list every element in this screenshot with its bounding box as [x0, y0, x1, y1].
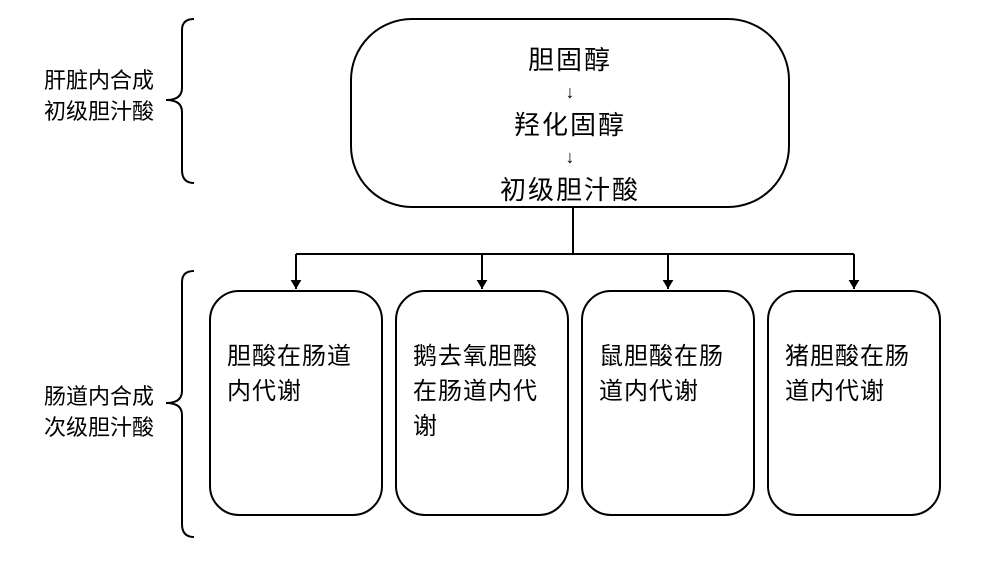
connector-branches [285, 208, 865, 300]
node-cholic-acid-text: 胆酸在肠道内代谢 [227, 343, 352, 405]
brace-bottom [165, 270, 197, 540]
node-chenodeoxycholic-acid-metabolism: 鹅去氧胆酸在肠道内代谢 [395, 290, 569, 516]
node-muricholic-acid-text: 鼠胆酸在肠道内代谢 [599, 343, 724, 405]
arrow-down-1-icon: ↓ [566, 83, 575, 101]
arrow-down-2-icon: ↓ [566, 148, 575, 166]
node-muricholic-acid-metabolism: 鼠胆酸在肠道内代谢 [581, 290, 755, 516]
label-intestine-synthesis-line1: 肠道内合成 [44, 382, 154, 413]
node-primary-bile-acid-synthesis: 胆固醇 ↓ 羟化固醇 ↓ 初级胆汁酸 [350, 18, 790, 208]
node-cholic-acid-metabolism: 胆酸在肠道内代谢 [209, 290, 383, 516]
brace-top [165, 18, 197, 186]
seq-primary-bile-acid: 初级胆汁酸 [500, 170, 640, 207]
label-liver-synthesis-line2: 初级胆汁酸 [44, 97, 154, 128]
label-liver-synthesis: 肝脏内合成 初级胆汁酸 [44, 66, 154, 128]
node-hyocholic-acid-metabolism: 猪胆酸在肠道内代谢 [767, 290, 941, 516]
label-intestine-synthesis-line2: 次级胆汁酸 [44, 413, 154, 444]
node-hyocholic-acid-text: 猪胆酸在肠道内代谢 [785, 343, 910, 405]
label-liver-synthesis-line1: 肝脏内合成 [44, 66, 154, 97]
label-intestine-synthesis: 肠道内合成 次级胆汁酸 [44, 382, 154, 444]
seq-hydroxy-sterol: 羟化固醇 [514, 105, 626, 142]
seq-cholesterol: 胆固醇 [528, 40, 612, 77]
node-chenodeoxycholic-acid-text: 鹅去氧胆酸在肠道内代谢 [413, 343, 538, 440]
